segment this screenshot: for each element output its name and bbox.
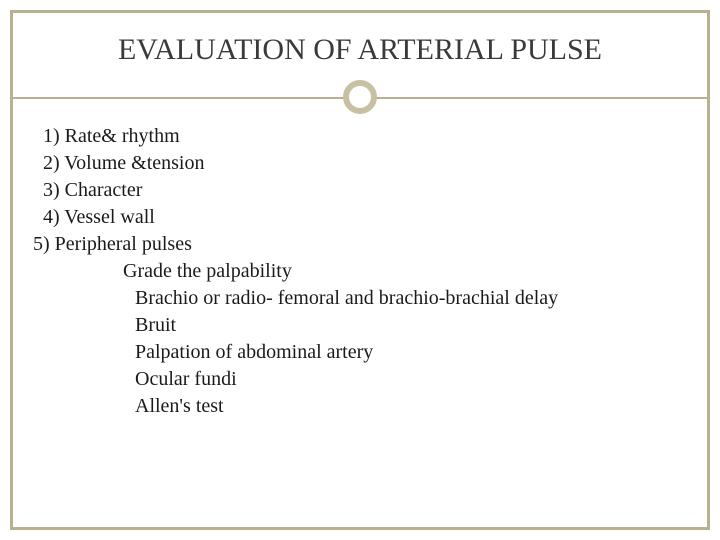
list-item: Ocular fundi	[31, 366, 689, 393]
slide-frame: EVALUATION OF ARTERIAL PULSE 1) Rate& rh…	[10, 10, 710, 530]
list-item: 3) Character	[31, 177, 689, 204]
list-item: Grade the palpability	[31, 258, 689, 285]
list-item: 1) Rate& rhythm	[31, 123, 689, 150]
slide-content: 1) Rate& rhythm 2) Volume &tension 3) Ch…	[13, 117, 707, 420]
slide-title: EVALUATION OF ARTERIAL PULSE	[13, 13, 707, 67]
list-item: 5) Peripheral pulses	[31, 231, 689, 258]
list-item: 2) Volume &tension	[31, 150, 689, 177]
list-item: Palpation of abdominal artery	[31, 339, 689, 366]
divider-circle-icon	[343, 80, 377, 114]
list-item: Brachio or radio- femoral and brachio-br…	[31, 285, 689, 312]
title-divider	[13, 77, 707, 117]
list-item: Bruit	[31, 312, 689, 339]
list-item: Allen's test	[31, 393, 689, 420]
list-item: 4) Vessel wall	[31, 204, 689, 231]
